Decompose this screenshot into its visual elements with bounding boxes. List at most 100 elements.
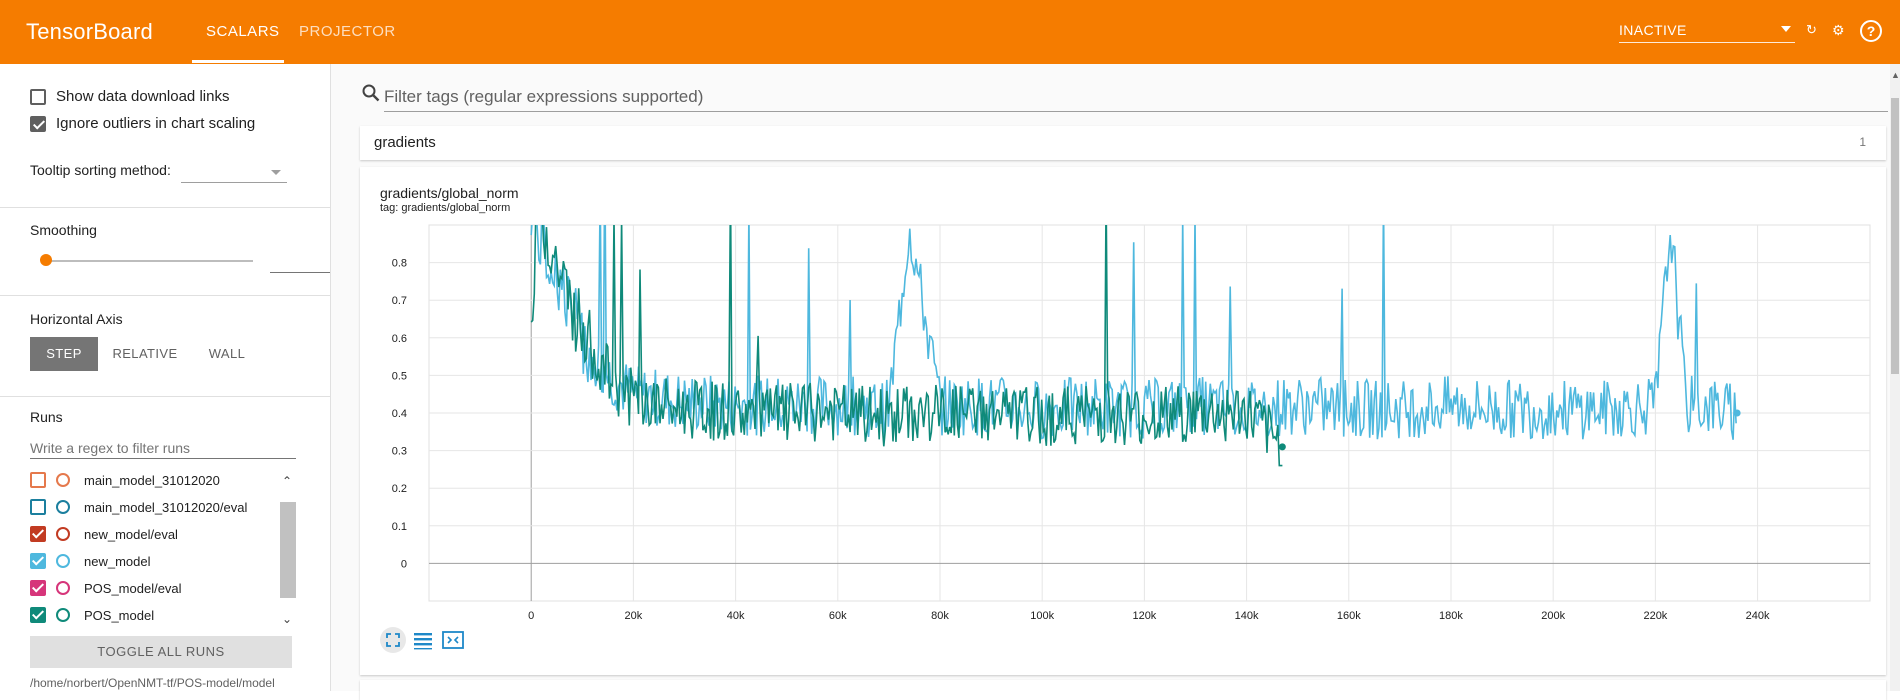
y-tick-label: 0.8 xyxy=(392,258,407,270)
y-tick-label: 0.7 xyxy=(392,295,407,307)
smoothing-slider-track[interactable] xyxy=(45,260,253,262)
run-status-dropdown[interactable]: INACTIVE xyxy=(1619,22,1795,43)
run-list: main_model_31012020 main_model_31012020/… xyxy=(30,466,296,624)
divider xyxy=(0,295,330,296)
series-end-point xyxy=(1733,409,1741,417)
page-scrollbar[interactable]: ▲ xyxy=(1890,64,1900,691)
run-color-radio[interactable] xyxy=(56,527,70,541)
expand-chart-icon[interactable] xyxy=(440,627,466,653)
scroll-thumb[interactable] xyxy=(280,502,296,598)
run-color-radio[interactable] xyxy=(56,554,70,568)
divider xyxy=(0,207,330,208)
run-color-radio[interactable] xyxy=(56,608,70,622)
run-item[interactable]: new_model/eval xyxy=(30,520,270,548)
tab-scalars[interactable]: SCALARS xyxy=(206,23,280,40)
run-name: new_model xyxy=(84,553,151,569)
x-tick-label: 220k xyxy=(1643,610,1667,622)
scroll-up-icon[interactable]: ▲ xyxy=(1891,70,1900,80)
run-name: POS_model xyxy=(84,607,155,623)
ignore-outliers-option[interactable]: Ignore outliers in chart scaling xyxy=(30,115,255,132)
fit-domain-icon[interactable] xyxy=(380,627,406,653)
run-name: main_model_31012020/eval xyxy=(84,499,248,515)
run-color-radio[interactable] xyxy=(56,473,70,487)
run-item[interactable]: main_model_31012020/eval xyxy=(30,493,270,521)
tab-projector[interactable]: PROJECTOR xyxy=(299,23,396,40)
tag-filter-input[interactable]: Filter tags (regular expressions support… xyxy=(384,87,1888,112)
axis-step-button[interactable]: STEP xyxy=(30,337,98,371)
x-tick-label: 200k xyxy=(1541,610,1565,622)
scroll-thumb[interactable] xyxy=(1891,98,1899,374)
run-checkbox[interactable] xyxy=(30,526,46,542)
y-tick-label: 0.6 xyxy=(392,333,407,345)
run-item[interactable]: POS_model xyxy=(30,601,270,624)
sidebar: Show data download links Ignore outliers… xyxy=(0,64,331,691)
top-app-bar: TensorBoard SCALARS PROJECTOR INACTIVE ↻… xyxy=(0,0,1900,64)
scroll-down-icon[interactable]: ⌄ xyxy=(282,612,293,626)
x-tick-label: 20k xyxy=(625,610,643,622)
x-tick-label: 120k xyxy=(1132,610,1156,622)
run-name: main_model_31012020 xyxy=(84,472,220,488)
y-tick-label: 0.1 xyxy=(392,521,407,533)
chevron-down-icon xyxy=(1781,26,1791,32)
active-tab-indicator xyxy=(192,60,284,63)
x-tick-label: 40k xyxy=(727,610,745,622)
run-filter-placeholder: Write a regex to filter runs xyxy=(30,440,191,456)
next-category-card xyxy=(360,680,1886,700)
x-tick-label: 0 xyxy=(528,610,534,622)
horizontal-axis-label: Horizontal Axis xyxy=(30,311,123,327)
scroll-up-icon[interactable]: ⌃ xyxy=(282,474,293,488)
y-tick-label: 0.2 xyxy=(392,483,407,495)
run-list-scrollbar[interactable]: ⌃ ⌄ xyxy=(280,472,296,630)
smoothing-value-input[interactable] xyxy=(270,272,330,273)
series-line-pos-model xyxy=(530,225,1283,467)
run-checkbox[interactable] xyxy=(30,553,46,569)
axis-wall-button[interactable]: WALL xyxy=(208,346,246,361)
ignore-outliers-checkbox[interactable] xyxy=(30,115,46,132)
x-tick-label: 180k xyxy=(1439,610,1463,622)
x-tick-label: 80k xyxy=(931,610,949,622)
show-download-links-label: Show data download links xyxy=(56,88,230,105)
run-filter-input[interactable]: Write a regex to filter runs xyxy=(30,440,296,459)
settings-icon[interactable]: ⚙ xyxy=(1832,22,1845,38)
category-name: gradients xyxy=(374,134,436,151)
run-status-value: INACTIVE xyxy=(1619,22,1687,38)
scalar-chart-card: gradients/global_norm tag: gradients/glo… xyxy=(360,167,1886,675)
runs-label: Runs xyxy=(30,409,63,425)
run-checkbox[interactable] xyxy=(30,499,46,515)
x-tick-label: 240k xyxy=(1746,610,1770,622)
log-scale-icon[interactable] xyxy=(410,627,436,653)
category-count: 1 xyxy=(1859,135,1866,149)
run-item[interactable]: new_model xyxy=(30,547,270,575)
x-tick-label: 160k xyxy=(1337,610,1361,622)
app-title: TensorBoard xyxy=(26,19,153,44)
run-checkbox[interactable] xyxy=(30,472,46,488)
run-item[interactable]: POS_model/eval xyxy=(30,574,270,602)
divider xyxy=(0,396,330,397)
run-name: new_model/eval xyxy=(84,526,178,542)
x-tick-label: 60k xyxy=(829,610,847,622)
tooltip-sorting-dropdown[interactable] xyxy=(181,162,287,183)
show-download-links-checkbox[interactable] xyxy=(30,88,46,105)
y-tick-label: 0 xyxy=(401,558,407,570)
line-chart[interactable]: 0 20k 40k 60k 80k 100k 120k 140k 160k 180k 200k 220… xyxy=(360,167,1886,627)
refresh-icon[interactable]: ↻ xyxy=(1806,22,1817,37)
run-color-radio[interactable] xyxy=(56,581,70,595)
help-icon[interactable]: ? xyxy=(1860,20,1882,42)
run-item[interactable]: main_model_31012020 xyxy=(30,466,270,494)
series-end-point xyxy=(1278,443,1286,451)
smoothing-slider-handle[interactable] xyxy=(40,254,52,266)
show-download-links-option[interactable]: Show data download links xyxy=(30,88,229,105)
chart-tag: tag: gradients/global_norm xyxy=(380,202,511,214)
ignore-outliers-label: Ignore outliers in chart scaling xyxy=(56,115,256,132)
log-directory: /home/norbert/OpenNMT-tf/POS-model/model xyxy=(30,676,275,690)
run-color-radio[interactable] xyxy=(56,500,70,514)
tag-filter-placeholder: Filter tags (regular expressions support… xyxy=(384,87,704,106)
category-header[interactable]: gradients 1 xyxy=(360,126,1886,160)
y-tick-label: 0.3 xyxy=(392,446,407,458)
run-checkbox[interactable] xyxy=(30,607,46,623)
run-checkbox[interactable] xyxy=(30,580,46,596)
toggle-all-runs-button[interactable]: TOGGLE ALL RUNS xyxy=(30,636,292,668)
axis-relative-button[interactable]: RELATIVE xyxy=(112,346,178,361)
smoothing-label: Smoothing xyxy=(30,222,97,238)
run-name: POS_model/eval xyxy=(84,580,182,596)
